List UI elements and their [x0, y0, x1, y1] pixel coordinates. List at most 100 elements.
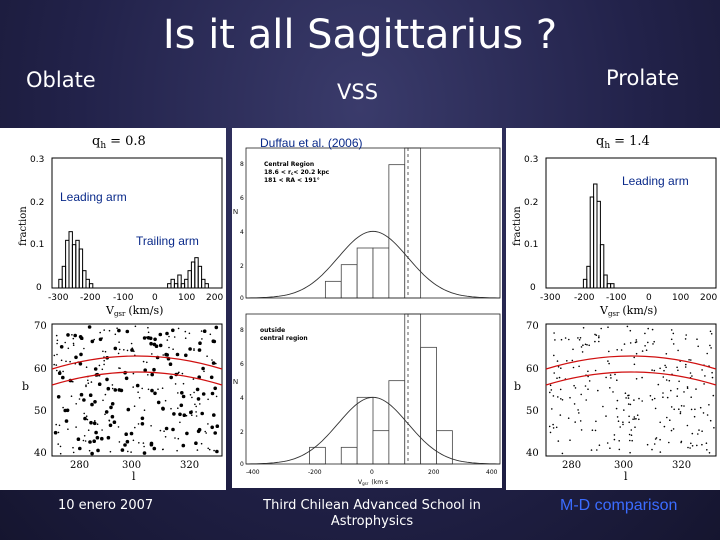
star-point	[694, 408, 696, 411]
hist-yticks: 0.3 0.2 0.1 0	[30, 155, 44, 293]
slide-title: Is it all Sagittarius ?	[162, 12, 558, 58]
star-point	[691, 445, 694, 447]
star-point	[188, 332, 191, 335]
star-point	[665, 353, 668, 355]
star-point	[697, 345, 699, 348]
star-point	[614, 373, 616, 376]
star-point	[201, 366, 205, 371]
histogram-bar	[356, 247, 374, 299]
histogram-bar	[190, 261, 196, 289]
star-point	[618, 440, 620, 442]
star-point	[64, 419, 69, 423]
star-point	[552, 427, 555, 429]
star-point	[184, 330, 187, 333]
bottom-frame	[245, 313, 501, 465]
star-point	[701, 369, 703, 371]
xtick-label: -300	[540, 293, 561, 303]
star-point	[209, 375, 214, 380]
histogram-bar	[75, 239, 80, 289]
star-point	[177, 372, 179, 374]
star-point	[554, 339, 556, 341]
star-point	[111, 384, 114, 386]
histogram-bar	[78, 248, 84, 289]
star-point	[579, 420, 582, 422]
star-point	[629, 329, 632, 332]
star-point	[108, 329, 111, 332]
star-point	[686, 424, 689, 427]
star-point	[59, 452, 62, 455]
star-point	[164, 399, 167, 402]
star-point	[678, 380, 680, 383]
star-point	[200, 330, 203, 332]
star-point	[708, 404, 710, 406]
star-point	[177, 327, 180, 330]
star-point	[598, 444, 601, 447]
star-point	[199, 403, 201, 405]
xtick-label: -300	[48, 293, 69, 303]
star-point	[95, 435, 100, 440]
star-point	[132, 386, 134, 388]
star-point	[198, 341, 202, 345]
star-point	[579, 337, 582, 339]
star-point	[87, 382, 90, 384]
star-point	[117, 426, 120, 428]
star-point	[629, 451, 631, 454]
star-point	[600, 327, 602, 330]
histogram-bar	[173, 283, 179, 289]
star-point	[111, 387, 114, 390]
star-point	[616, 379, 618, 381]
star-point	[207, 398, 209, 401]
star-point	[125, 439, 130, 444]
star-point	[137, 391, 139, 394]
star-point	[677, 349, 679, 352]
star-point	[55, 423, 57, 426]
oblate-label: Oblate	[26, 68, 96, 92]
star-point	[150, 372, 154, 377]
star-point	[104, 350, 107, 353]
footer-date: 10 enero 2007	[58, 498, 154, 513]
ytick-label: 0	[530, 283, 536, 293]
gaussian-curve	[246, 396, 500, 465]
star-point	[168, 346, 170, 349]
star-point	[92, 439, 96, 444]
xtick-label: 200	[428, 469, 440, 476]
qh-label: qh = 0.8	[92, 134, 146, 151]
xtick-label: -100	[606, 293, 627, 303]
star-point	[70, 395, 73, 398]
star-point	[606, 442, 609, 444]
star-point	[689, 447, 691, 449]
histogram-bar	[194, 257, 199, 289]
star-point	[118, 348, 121, 351]
star-point	[189, 347, 192, 349]
star-point	[549, 431, 552, 434]
star-point	[76, 437, 81, 442]
star-point	[184, 353, 188, 358]
star-point	[101, 429, 103, 431]
star-point	[211, 361, 216, 365]
star-point	[53, 354, 56, 357]
star-point	[102, 350, 104, 353]
legend-line: 181 < RA < 191°	[264, 177, 320, 184]
star-point	[668, 441, 670, 444]
star-point	[214, 325, 219, 330]
star-point	[662, 376, 665, 378]
histogram-bar	[184, 278, 189, 289]
star-point	[195, 411, 197, 413]
star-point	[67, 347, 70, 350]
ytick-label: 6	[240, 195, 244, 202]
star-point	[60, 359, 63, 362]
star-point	[711, 376, 714, 379]
ytick-label: 60	[34, 364, 47, 375]
star-point	[158, 343, 163, 348]
star-point	[72, 451, 75, 454]
histogram-bar	[68, 231, 73, 289]
star-point	[644, 345, 646, 347]
star-point	[149, 341, 153, 346]
star-point	[569, 396, 571, 399]
star-point	[670, 389, 672, 392]
star-point	[633, 356, 635, 359]
hist-ylabel: fraction	[18, 206, 29, 246]
hist-xticks: -300 -200 -100 0 100 200	[540, 293, 717, 303]
star-point	[90, 339, 95, 344]
star-point	[208, 448, 211, 451]
